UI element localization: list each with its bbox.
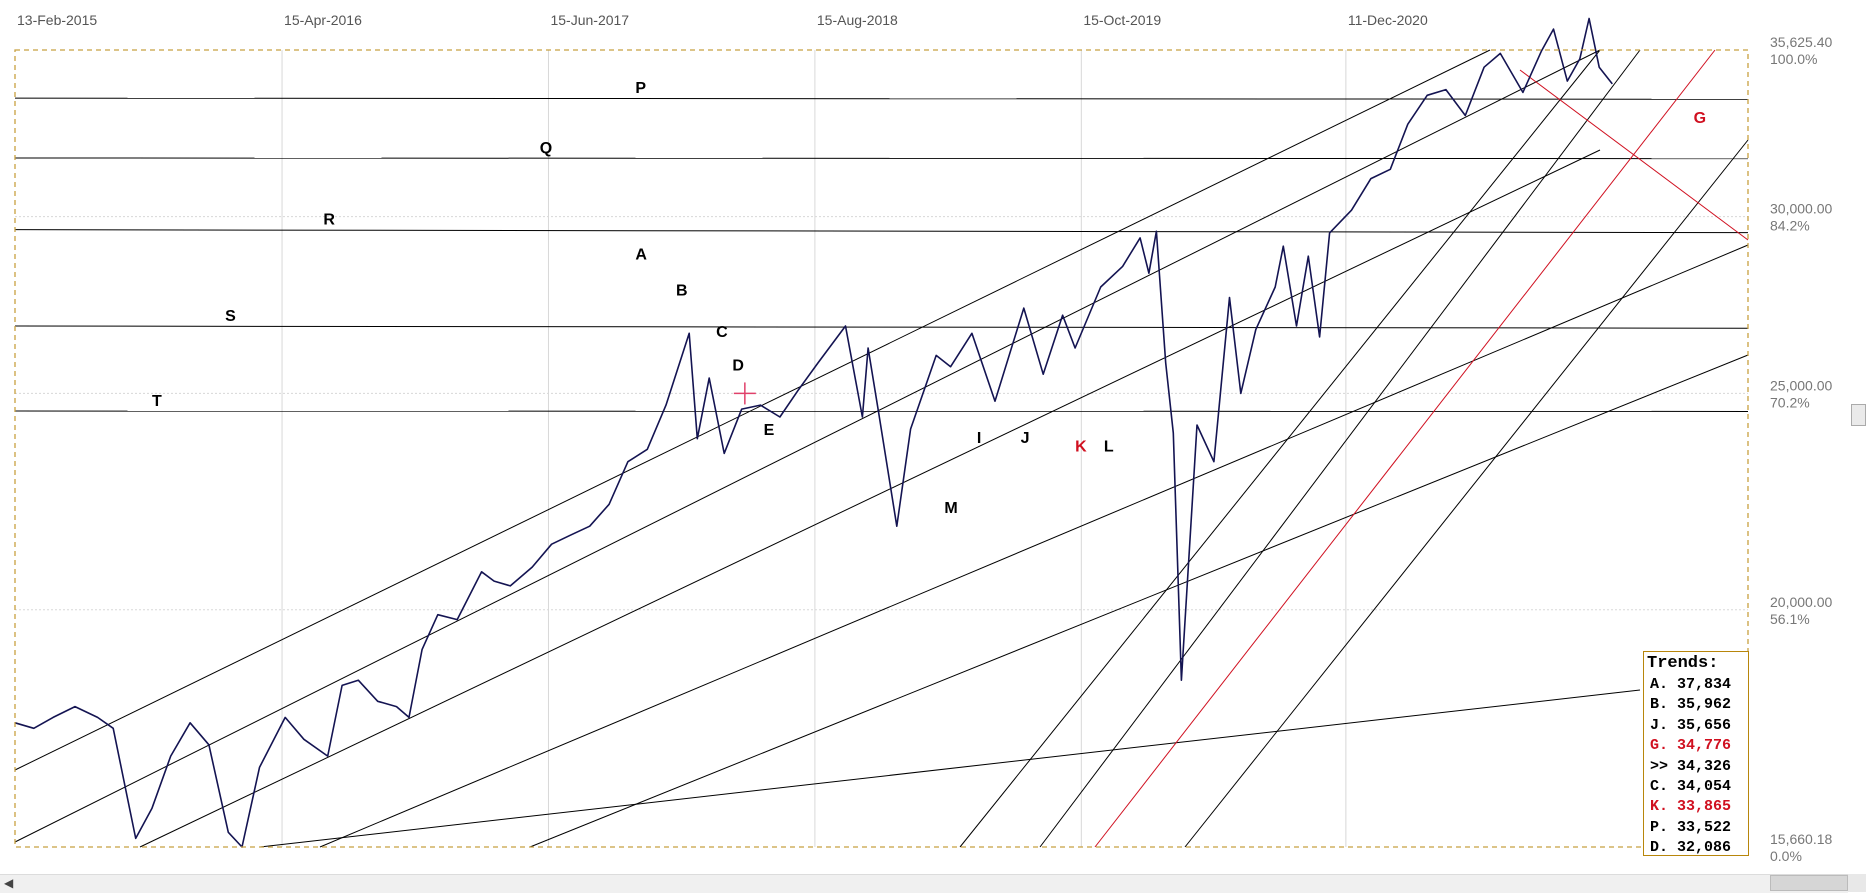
- trend-label-I: I: [977, 430, 981, 447]
- trend-label-A: A: [635, 247, 647, 264]
- trend-label-K: K: [1075, 438, 1087, 455]
- plot-area-frame: [15, 50, 1748, 847]
- horizontal-trend-line: [15, 98, 1748, 99]
- legend-row: K. 33,865: [1644, 797, 1748, 817]
- trend-label-M: M: [944, 500, 957, 517]
- trend-label-S: S: [225, 308, 236, 325]
- legend-row: A. 37,834: [1644, 675, 1748, 695]
- trend-label-D: D: [732, 357, 744, 374]
- y-tick-label: 30,000.00: [1770, 201, 1832, 217]
- trend-label-P: P: [635, 80, 646, 97]
- diagonal-trend-line: [15, 50, 1600, 842]
- vertical-scroll-thumb[interactable]: [1851, 404, 1866, 426]
- trend-label-Q: Q: [540, 140, 552, 157]
- trend-label-G: G: [1694, 110, 1706, 127]
- trend-label-T: T: [152, 393, 162, 410]
- trend-label-L: L: [1104, 438, 1114, 455]
- y-tick-label: 20,000.00: [1770, 594, 1832, 610]
- y-tick-label: 35,625.40: [1770, 34, 1832, 50]
- y-tick-label: 25,000.00: [1770, 377, 1832, 393]
- horizontal-trend-line: [15, 158, 1748, 159]
- trend-label-R: R: [323, 212, 335, 229]
- trend-label-B: B: [676, 283, 688, 300]
- legend-row: D. 32,086: [1644, 838, 1748, 858]
- x-tick-label: 15-Jun-2017: [550, 12, 629, 28]
- legend-row: P. 33,522: [1644, 818, 1748, 838]
- horizontal-scroll-thumb[interactable]: [1770, 875, 1848, 891]
- y-tick-percent: 84.2%: [1770, 218, 1810, 234]
- legend-title: Trends:: [1644, 652, 1748, 675]
- x-tick-label: 15-Apr-2016: [284, 12, 362, 28]
- horizontal-scrollbar[interactable]: ◀ ▶: [0, 874, 1848, 893]
- grid-layer: [15, 50, 1748, 847]
- axis-labels: 13-Feb-2015 15-Apr-2016 15-Jun-2017 15-Aug-…: [17, 12, 1832, 864]
- diagonal-trend-line: [1095, 50, 1715, 847]
- y-tick-label: 15,660.18: [1770, 831, 1832, 847]
- plot-frame: [15, 50, 1748, 847]
- x-tick-label: 13-Feb-2015: [17, 12, 97, 28]
- horizontal-trend-line: [15, 326, 1748, 328]
- x-tick-label: 11-Dec-2020: [1348, 12, 1428, 28]
- legend-row: C. 34,054: [1644, 777, 1748, 797]
- trend-label-J: J: [1021, 430, 1030, 447]
- y-tick-percent: 100.0%: [1770, 51, 1817, 67]
- legend-row: >> 34,326: [1644, 757, 1748, 777]
- diagonal-trend-line: [140, 150, 1600, 847]
- trend-label-C: C: [716, 324, 728, 341]
- diagonal-trend-line: [530, 355, 1748, 847]
- diagonal-trend-line: [320, 245, 1748, 847]
- legend-row: J. 35,656: [1644, 716, 1748, 736]
- y-tick-percent: 0.0%: [1770, 848, 1802, 864]
- trend-lines: [15, 50, 1748, 847]
- x-tick-label: 15-Aug-2018: [817, 12, 898, 28]
- diagonal-trend-line: [260, 690, 1640, 847]
- legend-row: B. 35,962: [1644, 695, 1748, 715]
- horizontal-trend-line: [15, 230, 1748, 233]
- x-tick-label: 15-Oct-2019: [1083, 12, 1161, 28]
- trend-label-E: E: [764, 422, 775, 439]
- diagonal-trend-line: [1040, 50, 1640, 847]
- scrollbar-corner: [1848, 874, 1866, 892]
- diagonal-trend-line: [1520, 70, 1748, 240]
- legend-row: G. 34,776: [1644, 736, 1748, 756]
- y-tick-percent: 70.2%: [1770, 394, 1810, 410]
- y-tick-percent: 56.1%: [1770, 611, 1810, 627]
- chevron-left-icon[interactable]: ◀: [4, 876, 13, 890]
